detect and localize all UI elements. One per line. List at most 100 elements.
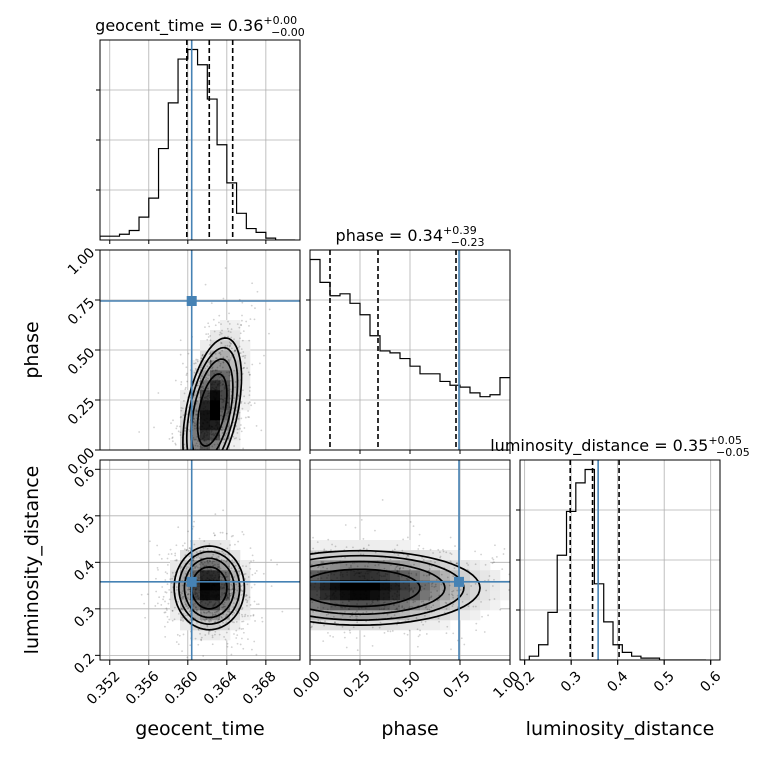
scatter-point (158, 553, 161, 556)
scatter-point (198, 598, 201, 601)
scatter-point (224, 267, 227, 269)
scatter-point (188, 464, 190, 466)
scatter-point (217, 610, 220, 612)
scatter-point (235, 583, 238, 586)
scatter-point (245, 320, 248, 323)
scatter-point (367, 544, 370, 547)
scatter-point (203, 433, 206, 436)
scatter-point (225, 532, 228, 535)
scatter-point (280, 548, 282, 550)
density-cell (440, 590, 451, 601)
scatter-point (546, 607, 548, 609)
density-cell (240, 340, 251, 351)
scatter-point (481, 615, 483, 618)
scatter-point (214, 398, 217, 400)
density-cell (190, 360, 201, 371)
scatter-point (258, 362, 261, 365)
scatter-point (383, 607, 386, 610)
scatter-point (383, 601, 386, 604)
scatter-point (327, 632, 329, 634)
density-cell (320, 600, 331, 611)
scatter-point (232, 464, 234, 466)
scatter-point (240, 585, 243, 588)
scatter-point (196, 594, 199, 596)
density-cell (390, 620, 401, 631)
scatter-point (213, 330, 216, 333)
scatter-point (202, 611, 205, 614)
scatter-point (526, 574, 528, 576)
density-cell (210, 360, 221, 371)
scatter-point (193, 427, 196, 430)
scatter-point (225, 571, 227, 574)
scatter-point (210, 414, 213, 417)
scatter-point (244, 354, 247, 357)
density-cell (420, 570, 431, 581)
scatter-point (207, 584, 209, 587)
scatter-point (205, 455, 207, 457)
scatter-point (244, 356, 246, 359)
scatter-point (387, 607, 390, 610)
x-tick-label: 0.368 (240, 668, 280, 708)
density-cell (320, 610, 331, 621)
scatter-point (205, 421, 208, 424)
scatter-point (324, 620, 326, 623)
scatter-point (206, 596, 209, 599)
scatter-point (395, 598, 397, 601)
density-cell (210, 340, 221, 351)
scatter-point (253, 600, 256, 603)
density-cell (420, 550, 431, 561)
scatter-point (301, 563, 303, 565)
scatter-point (206, 570, 209, 572)
density-cell (230, 550, 241, 561)
density-cell (210, 630, 221, 641)
scatter-point (389, 630, 392, 633)
x-axis-label-phase: phase (381, 718, 438, 740)
scatter-point (196, 484, 198, 486)
scatter-point (415, 617, 418, 619)
scatter-point (402, 567, 405, 569)
scatter-point (213, 454, 215, 456)
scatter-point (219, 543, 222, 545)
scatter-point (383, 631, 386, 634)
scatter-point (233, 338, 235, 341)
scatter-point (203, 440, 206, 442)
scatter-point (399, 566, 402, 569)
scatter-point (217, 588, 219, 591)
scatter-point (285, 570, 287, 572)
scatter-point (192, 558, 195, 561)
scatter-point (341, 575, 344, 578)
joint-frame (99, 459, 301, 661)
scatter-point (227, 330, 230, 333)
density-cell (200, 550, 211, 561)
scatter-point (222, 406, 225, 409)
scatter-point (296, 595, 298, 597)
scatter-point (273, 616, 275, 618)
scatter-point (234, 349, 237, 352)
scatter-point (208, 374, 210, 377)
scatter-point (240, 323, 242, 326)
density-cell (230, 440, 241, 450)
scatter-point (210, 488, 212, 490)
scatter-point (247, 371, 250, 374)
scatter-point (347, 589, 349, 592)
scatter-point (221, 401, 224, 404)
scatter-point (213, 570, 215, 572)
scatter-point (163, 500, 165, 502)
scatter-point (186, 380, 189, 383)
density-cell (360, 610, 371, 621)
scatter-point (186, 455, 188, 457)
scatter-point (219, 599, 222, 602)
scatter-point (236, 466, 238, 468)
scatter-point (195, 413, 197, 416)
scatter-point (178, 530, 180, 532)
scatter-point (491, 585, 494, 587)
scatter-point (196, 595, 199, 598)
scatter-point (450, 648, 452, 651)
scatter-point (185, 374, 188, 376)
scatter-point (491, 562, 494, 565)
scatter-point (439, 556, 441, 559)
scatter-point (212, 594, 215, 597)
scatter-point (271, 595, 273, 597)
scatter-point (255, 425, 258, 427)
scatter-point (201, 578, 203, 581)
